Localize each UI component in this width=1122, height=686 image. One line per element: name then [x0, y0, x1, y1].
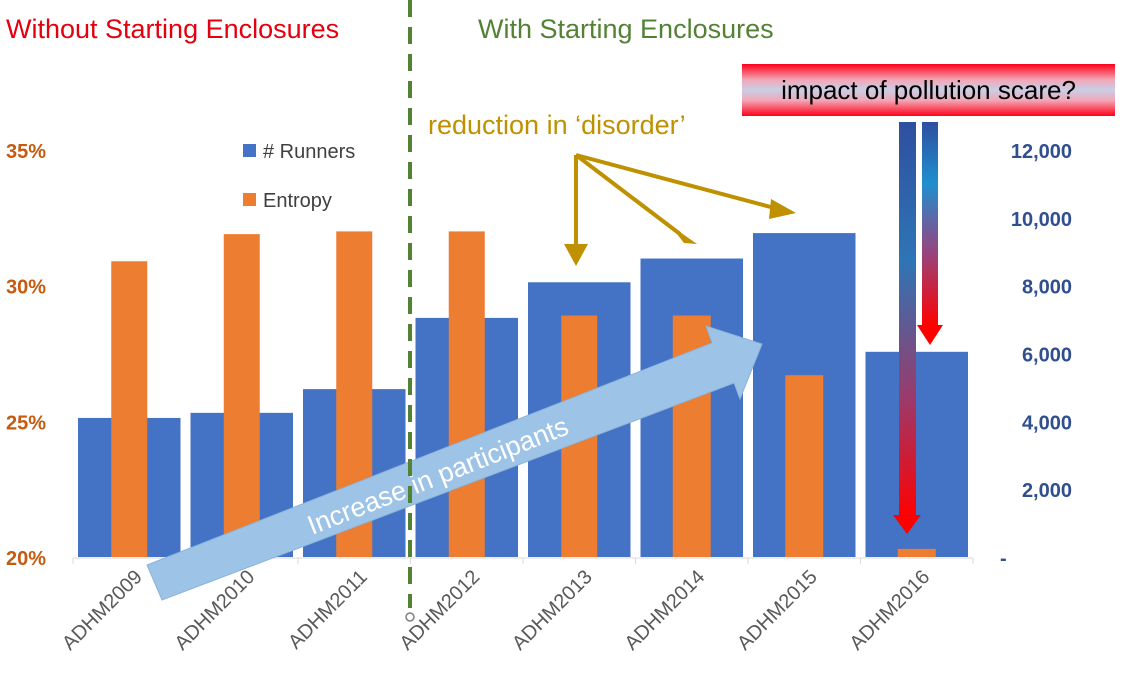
participants-arrow-icon — [146, 325, 763, 601]
bar-entropy-ADHM2016 — [897, 548, 936, 557]
x-tick-label-ADHM2011: ADHM2011 — [284, 566, 372, 654]
bar-entropy-ADHM2015 — [785, 375, 824, 557]
legend-entropy-swatch — [243, 193, 256, 206]
legend-entropy-label: Entropy — [263, 190, 332, 212]
divider-end-marker — [405, 612, 415, 622]
bar-entropy-ADHM2010 — [223, 234, 260, 557]
disorder-arrows-icon — [564, 153, 796, 266]
x-tick-label-ADHM2013: ADHM2013 — [508, 566, 597, 655]
right-tick-label: 12,000 — [1011, 141, 1072, 163]
right-tick-label: 10,000 — [1011, 209, 1072, 231]
bar-entropy-ADHM2009 — [111, 261, 148, 557]
x-tick-label-ADHM2016: ADHM2016 — [846, 566, 935, 655]
left-tick-label: 25% — [6, 412, 46, 434]
plot-layer — [78, 231, 968, 558]
right-tick-label: 4,000 — [1022, 412, 1072, 434]
right-tick-label: 2,000 — [1022, 480, 1072, 502]
right-tick-label: 8,000 — [1022, 277, 1072, 299]
header-with-enclosures: With Starting Enclosures — [478, 14, 774, 44]
pollution-scare-label: impact of pollution scare? — [781, 74, 1076, 105]
bar-runners-ADHM2016 — [865, 351, 968, 557]
pollution-scare-callout: impact of pollution scare? — [742, 64, 1115, 116]
legend-runners-swatch — [243, 144, 256, 157]
header-without-enclosures: Without Starting Enclosures — [6, 14, 340, 44]
left-tick-label: 30% — [6, 277, 46, 299]
right-tick-label: 6,000 — [1022, 345, 1072, 367]
legend-layer: # Runners Entropy — [243, 141, 355, 212]
disorder-label: reduction in ‘disorder’ — [428, 110, 686, 140]
x-tick-label-ADHM2015: ADHM2015 — [733, 566, 822, 655]
legend-runners-label: # Runners — [263, 141, 355, 163]
bar-entropy-ADHM2012 — [448, 231, 485, 557]
x-tick-label-ADHM2009: ADHM2009 — [58, 566, 147, 655]
x-tick-label-ADHM2014: ADHM2014 — [621, 566, 710, 655]
left-tick-label: 35% — [6, 141, 46, 163]
pollution-arrows-icon — [893, 122, 943, 534]
right-tick-label: - — [1000, 548, 1007, 570]
left-tick-label: 20% — [6, 548, 46, 570]
